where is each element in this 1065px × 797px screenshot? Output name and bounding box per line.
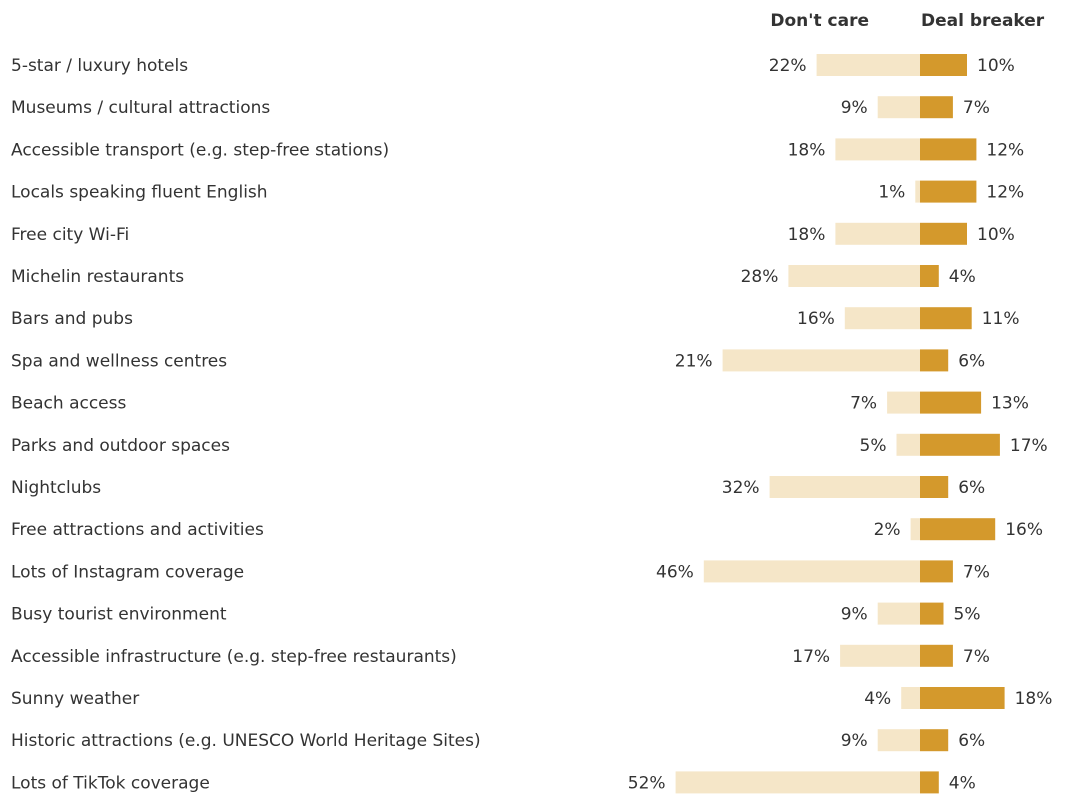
category-label: 5-star / luxury hotels	[11, 56, 188, 76]
value-label-dont-care: 17%	[792, 647, 830, 667]
value-label-dont-care: 2%	[874, 520, 901, 540]
value-label-dont-care: 9%	[841, 605, 868, 625]
value-label-deal-breaker: 13%	[991, 394, 1029, 414]
bar-deal-breaker	[920, 54, 967, 76]
chart-rows: 5-star / luxury hotels 22% 10% Museums / cu…	[11, 54, 1053, 794]
bar-dont-care	[877, 729, 920, 752]
value-label-dont-care: 21%	[675, 351, 713, 371]
bar-deal-breaker	[920, 307, 972, 330]
bar-dont-care	[910, 518, 920, 541]
category-label: Spa and wellness centres	[11, 351, 227, 371]
category-label: Free city Wi-Fi	[11, 225, 129, 245]
category-label: Parks and outdoor spaces	[11, 436, 230, 456]
bar-dont-care	[835, 138, 920, 161]
value-label-dont-care: 5%	[860, 436, 887, 456]
value-label-deal-breaker: 6%	[958, 351, 985, 371]
bar-deal-breaker	[920, 391, 982, 414]
bar-dont-care	[887, 391, 920, 414]
category-label: Busy tourist environment	[11, 605, 227, 625]
bar-deal-breaker	[920, 560, 953, 583]
value-label-dont-care: 52%	[628, 773, 666, 793]
bar-deal-breaker	[920, 138, 977, 161]
value-label-deal-breaker: 5%	[954, 605, 981, 625]
header-deal-breaker: Deal breaker	[921, 11, 1045, 31]
bar-dont-care	[877, 602, 920, 625]
bar-dont-care	[877, 96, 920, 119]
value-label-deal-breaker: 7%	[963, 647, 990, 667]
value-label-dont-care: 22%	[769, 56, 807, 76]
value-label-deal-breaker: 4%	[949, 267, 976, 287]
bar-dont-care	[722, 349, 920, 372]
bar-dont-care	[769, 476, 920, 498]
bar-deal-breaker	[920, 349, 949, 372]
value-label-deal-breaker: 10%	[977, 56, 1015, 76]
value-label-dont-care: 32%	[722, 478, 760, 498]
bar-deal-breaker	[920, 265, 939, 287]
bar-dont-care	[703, 560, 920, 583]
value-label-dont-care: 1%	[878, 183, 905, 203]
value-label-dont-care: 4%	[864, 689, 891, 709]
bar-dont-care	[840, 644, 920, 667]
value-label-deal-breaker: 6%	[958, 731, 985, 751]
category-label: Locals speaking fluent English	[11, 183, 268, 203]
bar-deal-breaker	[920, 222, 967, 245]
bar-dont-care	[844, 307, 920, 330]
category-label: Lots of TikTok coverage	[11, 773, 210, 793]
value-label-dont-care: 18%	[788, 140, 826, 160]
value-label-deal-breaker: 4%	[949, 773, 976, 793]
value-label-deal-breaker: 17%	[1010, 436, 1048, 456]
value-label-dont-care: 16%	[797, 309, 835, 329]
value-label-deal-breaker: 11%	[982, 309, 1020, 329]
value-label-deal-breaker: 16%	[1005, 520, 1043, 540]
bar-deal-breaker	[920, 476, 949, 498]
value-label-deal-breaker: 6%	[958, 478, 985, 498]
bar-dont-care	[835, 222, 920, 245]
bar-deal-breaker	[920, 602, 944, 625]
value-label-deal-breaker: 7%	[963, 98, 990, 118]
value-label-deal-breaker: 18%	[1015, 689, 1053, 709]
value-label-deal-breaker: 7%	[963, 562, 990, 582]
category-label: Museums / cultural attractions	[11, 98, 270, 118]
category-label: Accessible infrastructure (e.g. step-fre…	[11, 647, 457, 667]
category-label: Historic attractions (e.g. UNESCO World …	[11, 731, 481, 751]
bar-dont-care	[675, 771, 920, 794]
bar-deal-breaker	[920, 180, 977, 203]
category-label: Michelin restaurants	[11, 267, 184, 287]
category-label: Beach access	[11, 394, 126, 414]
value-label-deal-breaker: 12%	[986, 183, 1024, 203]
category-label: Lots of Instagram coverage	[11, 562, 244, 582]
value-label-dont-care: 7%	[850, 394, 877, 414]
value-label-dont-care: 18%	[788, 225, 826, 245]
bar-deal-breaker	[920, 729, 949, 752]
value-label-deal-breaker: 10%	[977, 225, 1015, 245]
value-label-dont-care: 9%	[841, 98, 868, 118]
bar-deal-breaker	[920, 433, 1000, 456]
bar-dont-care	[896, 433, 920, 456]
value-label-dont-care: 46%	[656, 562, 694, 582]
bar-deal-breaker	[920, 518, 996, 541]
header-dont-care: Don't care	[770, 11, 869, 31]
bar-deal-breaker	[920, 771, 939, 794]
bar-deal-breaker	[920, 687, 1005, 709]
bar-dont-care	[788, 265, 920, 287]
category-label: Bars and pubs	[11, 309, 133, 329]
category-label: Free attractions and activities	[11, 520, 264, 540]
value-label-deal-breaker: 12%	[986, 140, 1024, 160]
bar-dont-care	[915, 180, 920, 203]
bar-deal-breaker	[920, 96, 953, 119]
category-label: Nightclubs	[11, 478, 101, 498]
bar-deal-breaker	[920, 644, 953, 667]
category-label: Accessible transport (e.g. step-free sta…	[11, 140, 389, 160]
bar-dont-care	[901, 687, 920, 709]
bar-dont-care	[816, 54, 920, 76]
value-label-dont-care: 9%	[841, 731, 868, 751]
category-label: Sunny weather	[11, 689, 139, 709]
value-label-dont-care: 28%	[741, 267, 779, 287]
